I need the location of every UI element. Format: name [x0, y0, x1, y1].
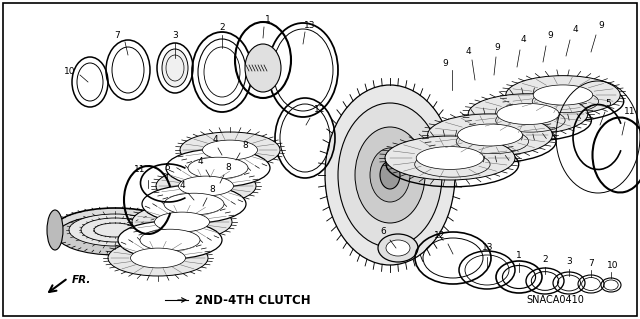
Ellipse shape — [118, 221, 222, 259]
Ellipse shape — [166, 149, 270, 187]
Text: 4: 4 — [197, 158, 203, 167]
Text: 13: 13 — [304, 20, 316, 29]
Ellipse shape — [386, 240, 410, 256]
Ellipse shape — [142, 185, 246, 223]
Ellipse shape — [380, 161, 400, 189]
Ellipse shape — [188, 157, 248, 179]
Ellipse shape — [416, 146, 484, 169]
Text: 4: 4 — [179, 181, 185, 189]
Ellipse shape — [245, 44, 281, 92]
Text: 4: 4 — [212, 136, 218, 145]
Text: 1: 1 — [265, 16, 271, 25]
Ellipse shape — [355, 127, 425, 223]
Ellipse shape — [179, 176, 234, 196]
Ellipse shape — [167, 210, 183, 250]
Ellipse shape — [69, 214, 161, 246]
Ellipse shape — [468, 94, 588, 134]
Text: 10: 10 — [64, 68, 76, 77]
Ellipse shape — [428, 114, 552, 156]
Text: 4: 4 — [465, 48, 471, 56]
Text: 10: 10 — [607, 261, 619, 270]
Text: 5: 5 — [605, 99, 611, 108]
Text: 11: 11 — [624, 108, 636, 116]
Ellipse shape — [108, 240, 208, 276]
Ellipse shape — [506, 76, 620, 114]
Ellipse shape — [385, 136, 515, 180]
Ellipse shape — [57, 215, 173, 255]
Ellipse shape — [132, 204, 232, 240]
Ellipse shape — [156, 168, 256, 204]
Ellipse shape — [94, 223, 136, 237]
Text: 13: 13 — [483, 243, 493, 253]
Text: 9: 9 — [494, 43, 500, 53]
Ellipse shape — [154, 212, 209, 232]
Text: 8: 8 — [209, 186, 215, 195]
Text: 5: 5 — [164, 162, 170, 172]
Ellipse shape — [131, 248, 186, 268]
Text: 11: 11 — [134, 166, 146, 174]
Text: 3: 3 — [172, 31, 178, 40]
Text: 12: 12 — [314, 106, 326, 115]
Text: 4: 4 — [520, 35, 526, 44]
Ellipse shape — [370, 148, 410, 202]
Text: SNACA0410: SNACA0410 — [526, 295, 584, 305]
Ellipse shape — [338, 103, 442, 247]
Ellipse shape — [81, 218, 149, 242]
Ellipse shape — [325, 85, 455, 265]
Ellipse shape — [497, 103, 559, 124]
Text: 2: 2 — [219, 24, 225, 33]
Text: 9: 9 — [598, 20, 604, 29]
Text: 9: 9 — [547, 32, 553, 41]
Ellipse shape — [533, 85, 593, 105]
Ellipse shape — [53, 208, 177, 252]
Text: 3: 3 — [566, 257, 572, 266]
Ellipse shape — [164, 193, 224, 215]
Ellipse shape — [180, 132, 280, 168]
Text: FR.: FR. — [72, 275, 92, 285]
Ellipse shape — [162, 49, 188, 87]
Ellipse shape — [378, 234, 418, 262]
Text: 1: 1 — [516, 250, 522, 259]
Text: 2ND-4TH CLUTCH: 2ND-4TH CLUTCH — [195, 293, 310, 307]
Ellipse shape — [140, 229, 200, 251]
Ellipse shape — [47, 210, 63, 250]
Text: 8: 8 — [225, 162, 231, 172]
Text: 4: 4 — [572, 26, 578, 34]
Ellipse shape — [202, 140, 257, 160]
Text: 7: 7 — [114, 31, 120, 40]
Text: 6: 6 — [380, 227, 386, 236]
Text: 7: 7 — [588, 258, 594, 268]
Text: 9: 9 — [442, 58, 448, 68]
Text: 12: 12 — [435, 231, 445, 240]
Ellipse shape — [155, 221, 179, 239]
Ellipse shape — [458, 124, 522, 146]
Text: 8: 8 — [242, 140, 248, 150]
Text: 2: 2 — [542, 256, 548, 264]
